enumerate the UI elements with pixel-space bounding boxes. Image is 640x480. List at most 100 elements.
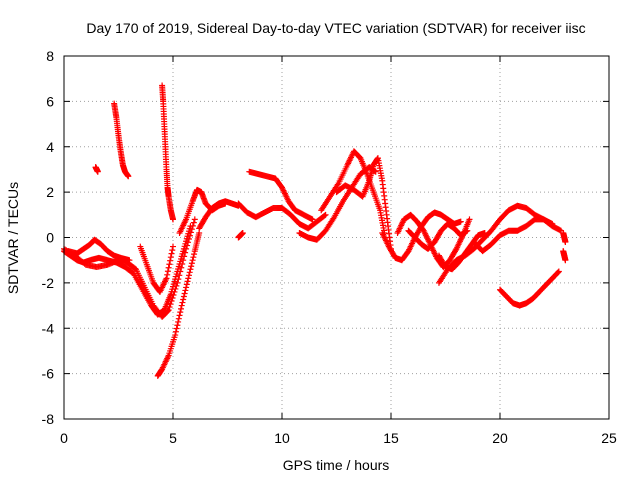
data-point (464, 227, 471, 234)
data-point (170, 291, 177, 298)
x-tick-label: 10 (274, 430, 290, 446)
data-point (168, 298, 175, 305)
data-points (61, 82, 569, 379)
data-point (174, 322, 181, 329)
data-point (191, 216, 198, 223)
data-point (181, 290, 188, 297)
data-point (182, 287, 189, 294)
data-point (562, 257, 569, 264)
data-point (239, 229, 246, 236)
x-axis-label: GPS time / hours (283, 457, 390, 473)
data-point (186, 269, 193, 276)
data-point (188, 260, 195, 267)
chart-title: Day 170 of 2019, Sidereal Day-to-day VTE… (86, 20, 585, 36)
series-trace-h (154, 229, 203, 379)
series-trace-i (176, 186, 229, 236)
data-point (185, 275, 192, 282)
data-point (180, 296, 187, 303)
data-point (186, 232, 193, 239)
plot-frame (63, 55, 610, 420)
data-point (173, 282, 180, 289)
data-point (164, 268, 171, 275)
data-point (177, 305, 184, 312)
data-point (457, 218, 464, 225)
grid-lines (64, 56, 609, 419)
data-point (183, 284, 190, 291)
data-point (189, 257, 196, 264)
y-tick-label: -8 (42, 411, 55, 427)
data-point (184, 242, 191, 249)
data-point (180, 293, 187, 300)
data-point (562, 239, 569, 246)
data-point (185, 239, 192, 246)
series-trace-c (65, 236, 133, 264)
data-point (179, 260, 186, 267)
data-point (175, 276, 182, 283)
series-trace-p (333, 155, 394, 252)
data-point (167, 257, 174, 264)
data-point (181, 253, 188, 260)
series-trace-v (470, 216, 556, 255)
data-point (165, 307, 172, 314)
series-trace-y (560, 248, 569, 264)
data-point (185, 236, 192, 243)
series-trace-g (159, 82, 176, 223)
series-trace-e (92, 164, 101, 175)
data-point (125, 173, 132, 180)
y-tick-labels: -8 -6 -4 -2 0 2 4 6 8 (42, 48, 55, 427)
data-point (164, 307, 171, 314)
data-point (166, 261, 173, 268)
data-point (180, 257, 187, 264)
data-point (185, 272, 192, 279)
x-tick-labels: 0 5 10 15 20 25 (60, 430, 617, 446)
series-trace-j (196, 198, 242, 232)
series-trace-w (497, 268, 562, 309)
x-tick-label: 5 (169, 430, 177, 446)
data-point (172, 332, 179, 339)
x-tick-label: 25 (601, 430, 617, 446)
data-point (176, 312, 183, 319)
x-tick-label: 15 (383, 430, 399, 446)
series-trace-s (405, 220, 471, 252)
data-point (172, 285, 179, 292)
data-point (179, 299, 186, 306)
data-point (189, 222, 196, 229)
series-trace-k (235, 229, 246, 241)
y-tick-label: 2 (46, 184, 54, 200)
y-tick-label: 4 (46, 139, 54, 155)
data-point (94, 168, 101, 175)
data-point (175, 318, 182, 325)
y-tick-label: -2 (42, 275, 55, 291)
data-point (190, 219, 197, 226)
data-point (191, 251, 198, 258)
y-tick-label: 6 (46, 93, 54, 109)
data-point (169, 295, 176, 301)
data-point (167, 254, 174, 261)
data-point (175, 315, 182, 322)
data-point (165, 264, 172, 271)
data-point (126, 257, 133, 264)
data-point (183, 245, 190, 252)
data-point (164, 271, 171, 278)
data-point (555, 269, 562, 276)
y-tick-label: -4 (42, 320, 55, 336)
y-axis-label: SDTVAR / TECUs (5, 182, 21, 294)
data-point (187, 266, 194, 273)
data-point (549, 220, 556, 227)
data-point (169, 247, 176, 254)
series-trace-x (560, 229, 569, 246)
data-point (172, 328, 179, 335)
data-point (555, 268, 562, 275)
series-trace-d (137, 243, 176, 295)
series-trace-l (235, 200, 329, 232)
data-point (188, 226, 195, 233)
data-point (178, 302, 185, 309)
data-point (184, 278, 191, 285)
data-point (177, 309, 184, 316)
data-point (168, 250, 175, 257)
data-point (173, 325, 180, 332)
y-tick-label: -6 (42, 366, 55, 382)
data-point (170, 243, 176, 250)
data-point (188, 263, 195, 270)
